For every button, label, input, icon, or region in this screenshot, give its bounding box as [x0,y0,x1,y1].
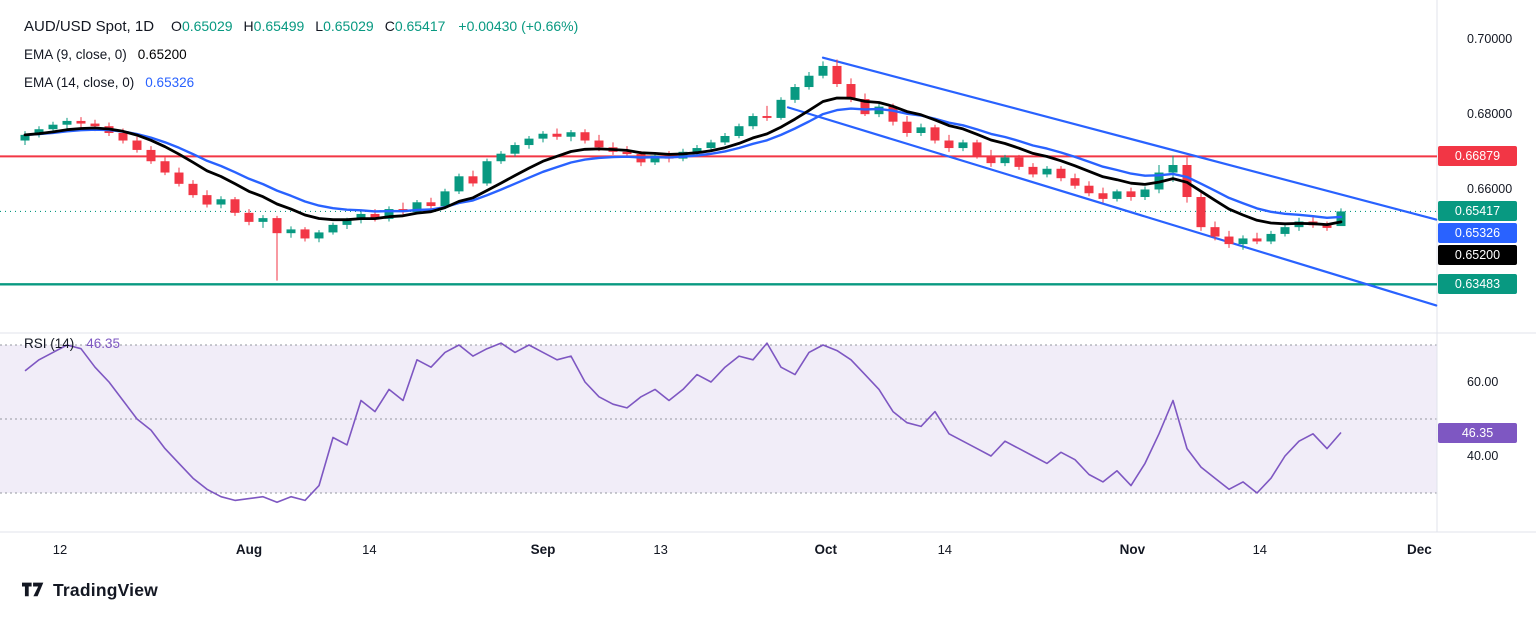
separators [0,0,1536,533]
rsi-value: 46.35 [86,336,121,351]
time-axis-label: 14 [362,542,377,557]
change-value: +0.00430 (+0.66%) [458,18,579,34]
time-axis-label: Sep [530,542,556,557]
price-axis-tick: 0.66000 [1467,182,1513,197]
rsi-axis-tick: 60.00 [1467,375,1499,389]
rsi-legend-row[interactable]: RSI (14) 46.35 [24,336,120,351]
time-axis-label: 14 [937,542,953,557]
ema14-legend-row[interactable]: EMA (14, close, 0) 0.65326 [24,68,578,96]
low-group: L0.65029 [311,18,373,35]
time-axis-label: 13 [653,542,668,557]
price-badge: 0.65417 [1438,201,1517,222]
ema9-line [23,96,1343,227]
tradingview-logo-icon[interactable] [22,582,45,599]
ema14-value: 0.65326 [145,74,195,90]
symbol-row: AUD/USD Spot, 1D O0.65029 H0.65499 L0.65… [24,12,578,40]
tradingview-brand-text[interactable]: TradingView [53,580,158,600]
ema9-legend-row[interactable]: EMA (9, close, 0) 0.65200 [24,40,578,68]
price-badge: 0.63483 [1438,274,1517,295]
open-label: O [171,17,182,34]
rsi-badge: 46.35 [1438,422,1517,443]
rsi-axis-tick: 40.00 [1467,449,1499,463]
rsi-band [0,344,1437,494]
price-axis-tick: 0.68000 [1467,107,1513,122]
high-label: H [243,17,254,34]
ema14-line [23,107,1343,220]
price-badge: 0.66879 [1438,146,1517,167]
rsi-line [24,342,1342,504]
open-group: O0.65029 [167,18,233,35]
time-axis-label: Oct [814,542,838,557]
symbol-title[interactable]: AUD/USD Spot, 1D [24,17,155,35]
ema14-label: EMA (14, close, 0) [24,74,135,90]
price-badge: 0.65200 [1438,245,1517,266]
ema9-label: EMA (9, close, 0) [24,46,127,62]
low-value: 0.65029 [323,17,374,34]
time-axis-label: 14 [1252,542,1268,557]
time-axis-label: 12 [52,542,68,557]
time-axis-label: Nov [1119,542,1146,557]
price-axis[interactable]: 0.70000 0.68000 0.66000 60.00 40.00 0.66879 0.… [1438,0,1536,532]
time-axis-label: Aug [235,542,263,557]
price-badge: 0.65326 [1438,223,1517,244]
high-group: H0.65499 [240,18,305,35]
close-value: 0.65417 [394,17,446,34]
rsi-label: RSI (14) [24,336,75,351]
close-label: C [384,17,395,34]
trend-channel [786,56,1438,307]
open-value: 0.65029 [181,17,233,34]
time-axis-label: Dec [1407,542,1432,557]
low-label: L [315,17,324,34]
close-group: C0.65417 [381,18,446,35]
high-value: 0.65499 [253,17,305,34]
symbol-legend: AUD/USD Spot, 1D O0.65029 H0.65499 L0.65… [24,12,578,96]
footer-brand: TradingView [22,580,158,601]
time-axis[interactable]: 12 Aug 14 Sep 13 Oct 14 Nov 14 Dec [0,532,1437,572]
price-axis-tick: 0.70000 [1467,31,1513,46]
ema9-value: 0.65200 [137,46,187,62]
